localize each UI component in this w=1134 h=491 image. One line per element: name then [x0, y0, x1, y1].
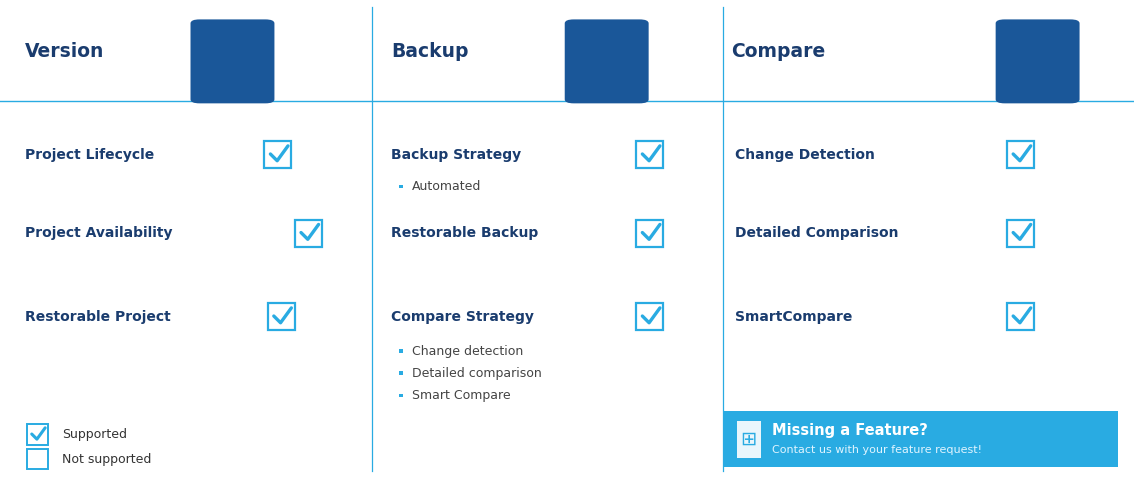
Bar — [27, 449, 48, 469]
Bar — [399, 394, 403, 397]
Text: Project Availability: Project Availability — [25, 226, 172, 240]
Text: Supported: Supported — [62, 428, 127, 441]
Bar — [268, 303, 295, 330]
Text: Restorable Project: Restorable Project — [25, 310, 171, 324]
FancyBboxPatch shape — [996, 20, 1080, 104]
Text: Automated: Automated — [412, 180, 481, 193]
Text: Backup: Backup — [391, 42, 468, 61]
Bar — [636, 303, 663, 330]
Bar — [295, 220, 322, 247]
Bar — [737, 421, 761, 458]
Bar — [636, 220, 663, 247]
Text: Restorable Backup: Restorable Backup — [391, 226, 539, 240]
Text: Backup Strategy: Backup Strategy — [391, 148, 522, 162]
Bar — [1007, 220, 1034, 247]
Text: Detailed comparison: Detailed comparison — [412, 367, 541, 380]
Text: Not supported: Not supported — [62, 453, 152, 465]
Bar — [399, 185, 403, 189]
Bar — [1007, 303, 1034, 330]
Bar — [723, 411, 1118, 467]
Text: Compare Strategy: Compare Strategy — [391, 310, 534, 324]
Bar — [1007, 141, 1034, 168]
Bar — [636, 141, 663, 168]
Bar — [399, 350, 403, 353]
Bar — [399, 372, 403, 375]
FancyBboxPatch shape — [191, 20, 274, 104]
Text: SmartCompare: SmartCompare — [735, 310, 853, 324]
Text: Change Detection: Change Detection — [735, 148, 874, 162]
Text: Compare: Compare — [731, 42, 826, 61]
Text: ⊞: ⊞ — [741, 430, 758, 449]
Text: Missing a Feature?: Missing a Feature? — [772, 423, 928, 437]
FancyBboxPatch shape — [565, 20, 649, 104]
Bar — [264, 141, 291, 168]
Text: Smart Compare: Smart Compare — [412, 389, 510, 402]
Text: Project Lifecycle: Project Lifecycle — [25, 148, 154, 162]
Text: Change detection: Change detection — [412, 345, 523, 357]
Bar — [27, 424, 48, 445]
Text: Version: Version — [25, 42, 104, 61]
Text: Detailed Comparison: Detailed Comparison — [735, 226, 898, 240]
Text: Contact us with your feature request!: Contact us with your feature request! — [772, 445, 982, 456]
